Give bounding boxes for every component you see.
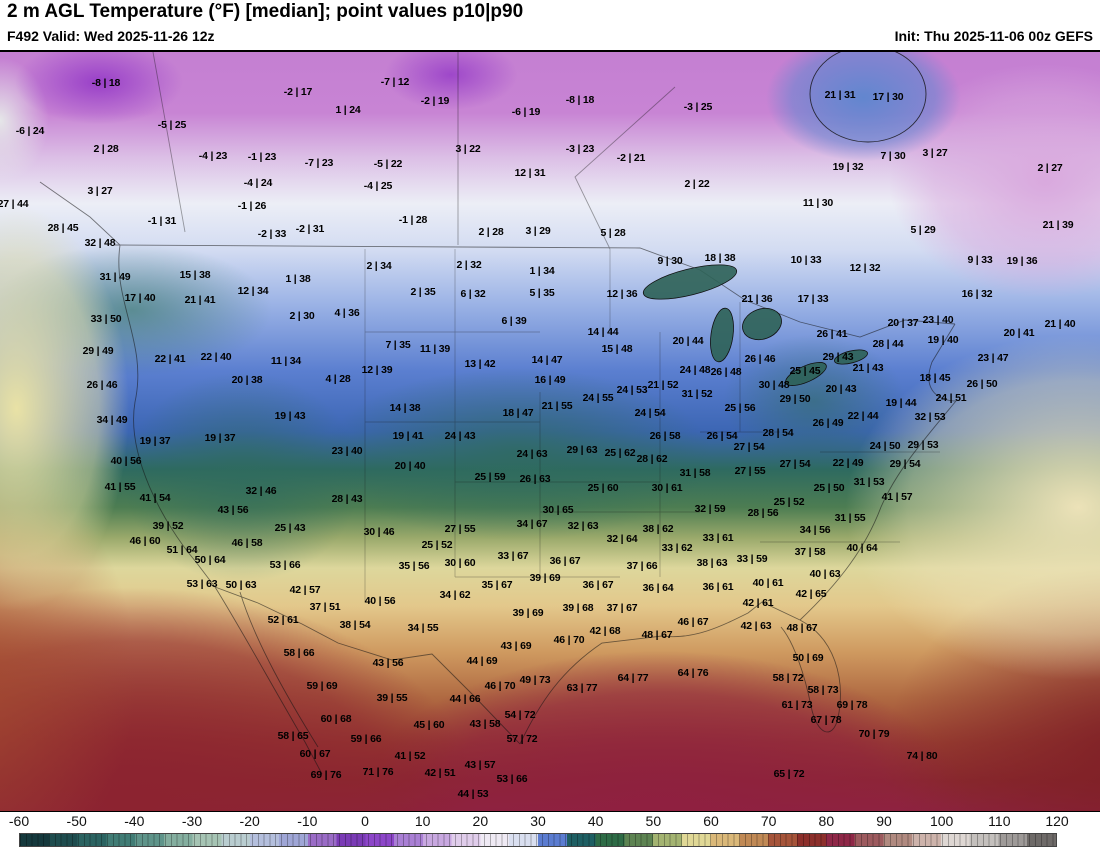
colorbar-tick-label: 110: [988, 813, 1011, 829]
colorbar-tick-label: 50: [645, 813, 662, 829]
temperature-fill-field: [0, 52, 1100, 811]
colorbar-tick-label: 10: [414, 813, 431, 829]
colorbar-tick-label: 90: [876, 813, 892, 829]
colorbar-tick-label: -40: [124, 813, 145, 829]
product-title: 2 m AGL Temperature (°F) [median]; point…: [7, 1, 524, 22]
colorbar-tick-label: -10: [297, 813, 318, 829]
colorbar-gradient: [19, 833, 1057, 847]
colorbar: -60 -50 -40 -30 -20 -10 0 10 20 30 40 50 60 70 80 90 100…: [0, 812, 1100, 850]
colorbar-tick-label: -30: [181, 813, 203, 829]
colorbar-tick-label: 30: [530, 813, 546, 829]
colorbar-tick-label: 120: [1045, 813, 1069, 829]
colorbar-tick-label: 20: [472, 813, 489, 829]
colorbar-tick-label: 40: [587, 813, 604, 829]
colorbar-tick-label: 0: [361, 813, 369, 829]
colorbar-tick-label: 70: [760, 813, 777, 829]
colorbar-tick-label: 60: [703, 813, 719, 829]
colorbar-tick-label: 100: [929, 813, 954, 829]
map-header: 2 m AGL Temperature (°F) [median]; point…: [0, 0, 1100, 50]
colorbar-tick-label: -20: [239, 813, 260, 829]
init-time: Init: Thu 2025-11-06 00z GEFS: [894, 28, 1093, 44]
geography-borders: [39, 52, 957, 775]
colorbar-ticks: -60 -50 -40 -30 -20 -10 0 10 20 30 40 50 60 70 80 90 100…: [0, 813, 1100, 831]
map-canvas: www.pivotalweather.com piv: [0, 50, 1100, 812]
colorbar-tick-label: 80: [818, 813, 835, 829]
hudson-bay: [809, 52, 927, 143]
colorbar-tick-label: -60: [8, 813, 30, 829]
valid-time: F492 Valid: Wed 2025-11-26 12z: [7, 28, 215, 44]
colorbar-tick-label: -50: [66, 813, 87, 829]
